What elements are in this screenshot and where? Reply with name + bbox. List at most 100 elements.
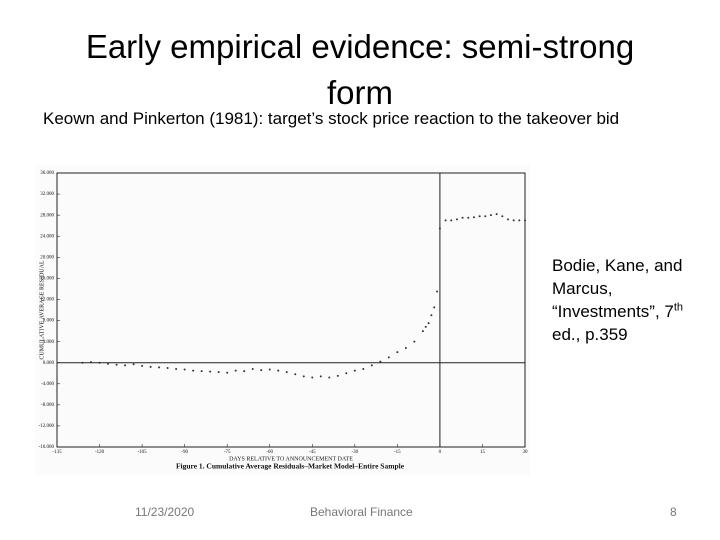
data-point (450, 219, 453, 222)
y-tick-label: 8.000 (43, 319, 55, 324)
data-point (149, 365, 152, 368)
x-tick-label: -45 (309, 450, 316, 455)
x-tick-label: -15 (394, 450, 401, 455)
data-point (90, 361, 93, 364)
source-text: Bodie, Kane, and Marcus, “Investments”, … (552, 256, 683, 321)
data-point (107, 362, 110, 365)
data-point (294, 373, 297, 376)
footer-title: Behavioral Finance (310, 505, 413, 519)
data-point (183, 368, 186, 371)
data-point (489, 214, 492, 217)
source-note: Bodie, Kane, and Marcus, “Investments”, … (552, 254, 712, 346)
y-tick-label: 24.000 (40, 234, 54, 239)
x-tick-label: -30 (351, 450, 358, 455)
y-tick-label: -8.000 (41, 403, 54, 408)
slide-subtitle: Keown and Pinkerton (1981): target’s sto… (43, 109, 620, 128)
y-tick-label: 0.000 (43, 361, 55, 366)
data-point (387, 356, 390, 359)
data-point (424, 325, 427, 328)
data-point (455, 218, 458, 221)
source-superscript: th (673, 301, 684, 314)
x-tick-label: -75 (224, 450, 231, 455)
data-point (501, 215, 504, 218)
data-point (192, 369, 195, 372)
data-point (115, 363, 118, 366)
x-tick-label: 30 (523, 450, 529, 455)
data-point (370, 364, 373, 367)
data-point (217, 371, 220, 374)
data-point (243, 370, 246, 373)
x-tick-label: -105 (138, 450, 148, 455)
y-tick-label: 36.000 (40, 171, 54, 176)
x-tick-label: 0 (439, 450, 442, 455)
x-tick-label: 15 (480, 450, 486, 455)
y-tick-label: 12.000 (40, 298, 54, 303)
data-point (427, 322, 430, 325)
y-tick-label: 4.000 (43, 340, 55, 345)
data-point (404, 346, 407, 349)
data-point (421, 330, 424, 333)
data-point (328, 376, 331, 379)
data-point (518, 219, 521, 222)
data-point (379, 360, 382, 363)
data-point (336, 374, 339, 377)
data-point (467, 216, 470, 219)
data-point (472, 216, 475, 219)
x-tick-label: -135 (52, 450, 62, 455)
slide-title: Early empirical evidence: semi-strong fo… (85, 28, 635, 111)
x-tick-label: -60 (266, 450, 273, 455)
data-point (396, 351, 399, 354)
data-point (319, 375, 322, 378)
data-point (251, 368, 254, 371)
data-point (124, 364, 127, 367)
data-point (132, 363, 135, 366)
plot-frame (56, 172, 526, 448)
data-point (285, 371, 288, 374)
data-point (461, 216, 464, 219)
data-point (234, 369, 237, 372)
x-axis-label: DAYS RELATIVE TO ANNOUNCEMENT DATE (229, 456, 353, 462)
data-point (302, 375, 305, 378)
data-point (433, 306, 436, 309)
data-point (260, 369, 263, 372)
x-tick-label: -120 (95, 450, 105, 455)
data-point (495, 213, 498, 216)
data-point (209, 370, 212, 373)
data-point (353, 369, 356, 372)
data-point (430, 314, 433, 317)
data-point (166, 366, 169, 369)
data-point (524, 219, 526, 222)
data-point (512, 219, 515, 222)
y-tick-label: 28.000 (40, 213, 54, 218)
data-point (484, 215, 487, 218)
y-tick-label: 32.000 (40, 192, 54, 197)
data-point (158, 366, 161, 369)
data-point (478, 215, 481, 218)
source-text: ed., p.359 (552, 325, 628, 344)
footer-date: 11/23/2020 (135, 505, 195, 519)
data-point (268, 368, 271, 371)
figure-background (35, 165, 530, 475)
figure-caption: Figure 1. Cumulative Average Residuals–M… (176, 462, 405, 471)
y-axis-label: CUMULATIVE AVERAGE RESIDUAL (39, 260, 45, 360)
data-point (438, 227, 441, 230)
y-tick-label: -12.000 (39, 424, 55, 429)
data-point (506, 218, 509, 221)
data-point (444, 219, 447, 222)
x-tick-label: -90 (181, 450, 188, 455)
data-point (362, 368, 365, 371)
data-point (436, 290, 439, 293)
data-point (345, 372, 348, 375)
data-point (141, 364, 144, 367)
data-point (200, 370, 203, 373)
footer-page: 8 (670, 505, 677, 519)
data-point (81, 361, 84, 364)
data-point (277, 369, 280, 372)
y-tick-label: -16.000 (39, 445, 55, 450)
y-tick-label: -4.000 (41, 382, 54, 387)
data-point (175, 368, 178, 371)
y-tick-label: 16.000 (40, 277, 54, 282)
data-point (98, 361, 101, 364)
